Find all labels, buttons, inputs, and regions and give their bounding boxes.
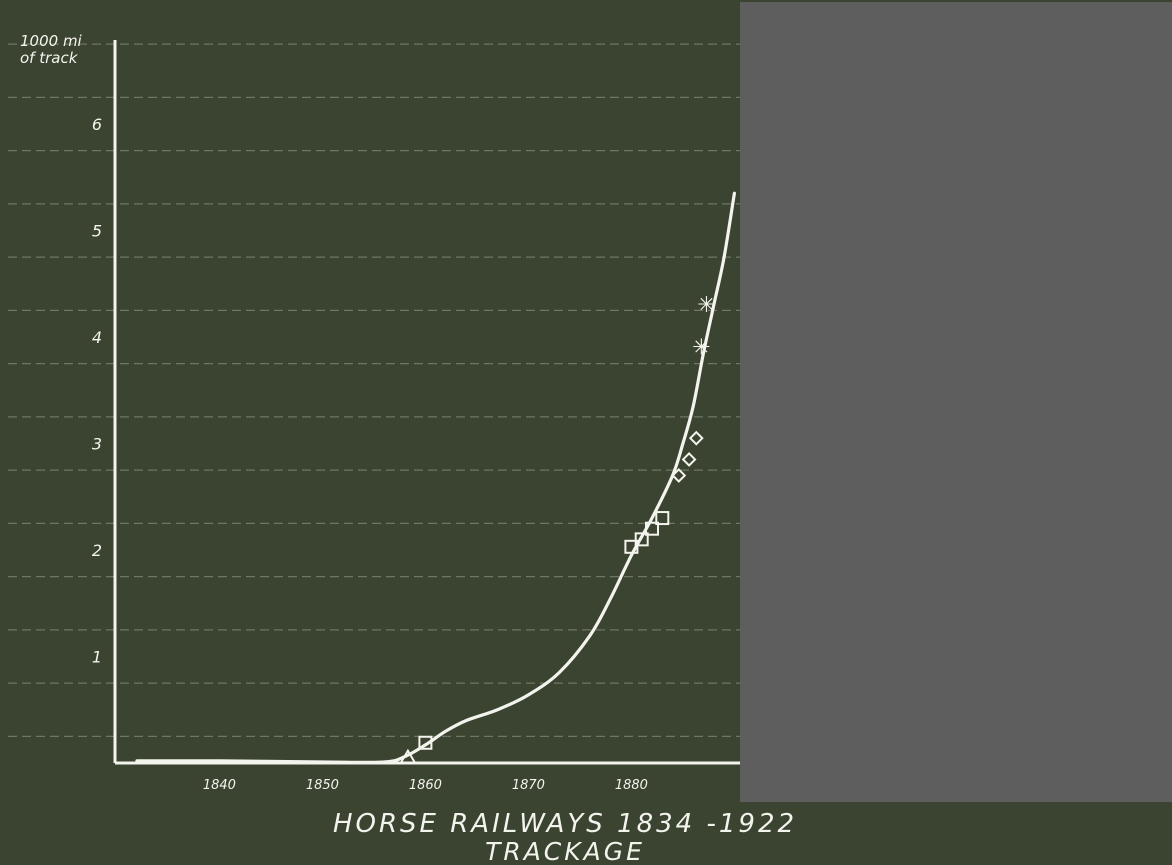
square-marker — [634, 532, 649, 547]
y-tick-label: 5 — [92, 222, 102, 241]
diamond-marker — [681, 452, 697, 467]
axes — [113, 40, 740, 765]
y-tick-label: 2 — [92, 541, 102, 560]
y-tick-label: 1 — [92, 648, 102, 667]
triangle-marker — [399, 748, 417, 764]
y-tick-label: 4 — [92, 328, 102, 347]
data-series: ✳✳ — [135, 191, 736, 764]
y-axis-label-line1: 1000 mi — [20, 32, 83, 50]
square-marker — [645, 521, 659, 536]
y-tick-label: 3 — [92, 435, 102, 454]
x-tick-label: 1840 — [203, 778, 236, 793]
gray-panel — [740, 2, 1172, 802]
chart-subtitle: TRACKAGE — [485, 837, 645, 865]
x-tick-label: 1860 — [409, 778, 442, 793]
x-tick-label: 1850 — [306, 778, 339, 793]
chart-title: HORSE RAILWAYS 1834 -1922 — [333, 809, 797, 839]
diamond-marker — [688, 430, 704, 446]
diamond-marker — [671, 468, 687, 483]
star-marker: ✳ — [697, 293, 715, 318]
y-tick-label: 6 — [92, 115, 102, 134]
square-marker — [418, 735, 433, 750]
trackage-curve — [135, 191, 736, 764]
x-tick-label: 1870 — [512, 778, 545, 793]
square-marker — [655, 511, 670, 526]
x-ticks: 1840 1850 1860 1870 1880 — [203, 778, 648, 793]
y-axis-label-line2: of track — [20, 49, 79, 67]
y-ticks: 1 2 3 4 5 6 — [92, 115, 102, 667]
square-marker — [624, 539, 639, 554]
star-marker: ✳ — [692, 336, 710, 361]
gridlines — [8, 43, 740, 737]
x-tick-label: 1880 — [615, 778, 648, 793]
